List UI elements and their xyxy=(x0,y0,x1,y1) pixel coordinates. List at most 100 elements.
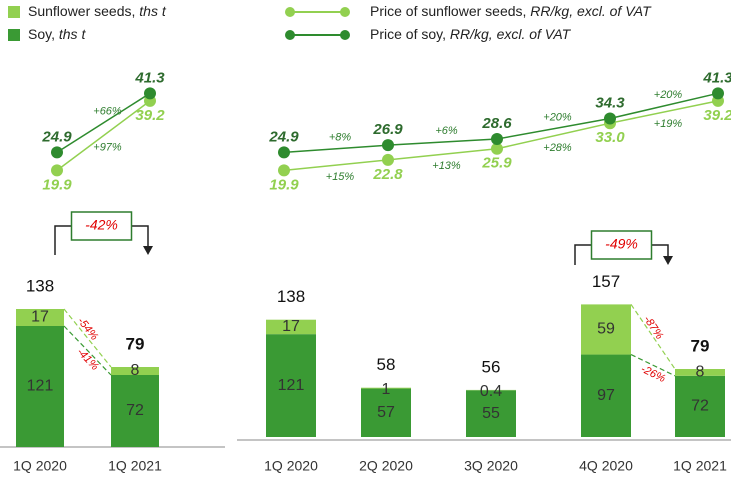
legend-label: Price of sunflower seeds, RR/kg, excl. o… xyxy=(370,3,652,19)
bar-label: 0.4 xyxy=(480,383,502,400)
legend-label: Sunflower seeds, ths t xyxy=(28,3,167,19)
change-line xyxy=(630,354,676,377)
bar-sunflower xyxy=(581,304,631,355)
bar-soy xyxy=(111,375,159,447)
legend-label: Soy, ths t xyxy=(28,26,86,42)
bar-label: 121 xyxy=(278,377,305,394)
total-label: 56 xyxy=(482,357,501,376)
bar-soy xyxy=(675,375,725,437)
legend-unit: ths t xyxy=(59,26,87,42)
price-label: 39.2 xyxy=(135,107,165,124)
price-change: +6% xyxy=(435,125,458,137)
legend-name: Price of sunflower seeds, xyxy=(370,3,526,19)
price-change: +97% xyxy=(93,142,122,154)
price-label: 19.9 xyxy=(269,176,299,193)
legend-name: Price of soy, xyxy=(370,26,446,42)
price-label: 41.3 xyxy=(702,69,731,86)
bar-soy xyxy=(16,326,64,447)
bar-label: 8 xyxy=(131,362,140,379)
change-line xyxy=(63,325,112,376)
x-tick-label: 2Q 2020 xyxy=(359,458,413,474)
price-point xyxy=(604,112,616,125)
bar-soy xyxy=(581,354,631,437)
price-label: 39.2 xyxy=(703,107,731,124)
bar-sunflower xyxy=(266,319,316,335)
price-change: +13% xyxy=(432,160,461,172)
bar-sunflower xyxy=(16,309,64,326)
price-label: 28.6 xyxy=(481,115,512,132)
bar-sunflower xyxy=(361,387,411,389)
price-change: +28% xyxy=(543,142,572,154)
price-point xyxy=(144,87,156,100)
bar-label: 1 xyxy=(382,381,391,398)
bar-sunflower xyxy=(675,369,725,376)
legend-dot xyxy=(285,30,295,40)
bar-soy xyxy=(266,334,316,437)
bar-label: 72 xyxy=(691,398,709,415)
total-change: -42% xyxy=(85,217,118,233)
price-point xyxy=(712,87,724,100)
bar-label: 72 xyxy=(126,402,144,419)
legend-label: Price of soy, RR/kg, excl. of VAT xyxy=(370,26,572,42)
total-label: 157 xyxy=(592,272,620,291)
x-tick-label: 1Q 2021 xyxy=(108,458,162,474)
legend-name: Sunflower seeds, xyxy=(28,3,135,19)
total-label: 58 xyxy=(377,355,396,374)
price-label: 34.3 xyxy=(595,94,625,111)
price-label: 24.9 xyxy=(41,128,72,145)
bar-label: 97 xyxy=(597,387,615,404)
total-change: -49% xyxy=(605,236,638,252)
legend-dot xyxy=(340,7,350,17)
legend-name: Soy, xyxy=(28,26,55,42)
total-label: 138 xyxy=(26,276,54,295)
price-point xyxy=(278,164,290,177)
x-tick-label: 1Q 2021 xyxy=(673,458,727,474)
change-box xyxy=(70,211,133,241)
bar-soy xyxy=(466,390,516,437)
legend-unit: RR/kg, excl. of VAT xyxy=(530,3,652,19)
price-label: 33.0 xyxy=(595,129,625,146)
bar-soy xyxy=(361,388,411,437)
price-change: +8% xyxy=(329,132,352,144)
price-label: 26.9 xyxy=(372,121,403,138)
bracket xyxy=(574,244,669,265)
bar-sunflower xyxy=(111,367,159,375)
legend-unit: RR/kg, excl. of VAT xyxy=(450,26,572,42)
change-line xyxy=(630,304,676,370)
legend-unit: ths t xyxy=(139,3,167,19)
price-point xyxy=(382,153,394,166)
price-change: +20% xyxy=(654,89,683,101)
arrow-head xyxy=(663,256,673,265)
change-label: -54% xyxy=(75,315,101,343)
price-label: 25.9 xyxy=(481,155,512,172)
change-label: -87% xyxy=(641,314,665,342)
price-change: +20% xyxy=(543,112,572,124)
price-label: 22.8 xyxy=(372,166,403,183)
bar-label: 55 xyxy=(482,405,500,422)
legend-swatch xyxy=(8,29,20,41)
price-point xyxy=(491,133,503,146)
bar-label: 121 xyxy=(27,378,54,395)
total-label: 79 xyxy=(126,334,145,353)
price-point xyxy=(491,142,503,155)
x-tick-label: 4Q 2020 xyxy=(579,458,633,474)
price-change: +15% xyxy=(326,171,355,183)
price-change: +19% xyxy=(654,118,683,130)
change-line xyxy=(63,308,112,368)
legend-swatch xyxy=(8,6,20,18)
price-line xyxy=(56,92,151,153)
x-tick-label: 1Q 2020 xyxy=(13,458,67,474)
bracket xyxy=(54,225,149,255)
bar-label: 57 xyxy=(377,404,395,421)
change-label: -26% xyxy=(639,363,668,385)
bar-label: 17 xyxy=(282,318,300,335)
price-point xyxy=(51,164,63,177)
total-label: 79 xyxy=(691,336,710,355)
price-label: 41.3 xyxy=(134,69,165,86)
x-tick-label: 3Q 2020 xyxy=(464,458,518,474)
price-point xyxy=(382,139,394,152)
bar-label: 17 xyxy=(31,309,49,326)
price-label: 24.9 xyxy=(268,128,299,145)
x-tick-label: 1Q 2020 xyxy=(264,458,318,474)
bar-label: 59 xyxy=(597,321,615,338)
